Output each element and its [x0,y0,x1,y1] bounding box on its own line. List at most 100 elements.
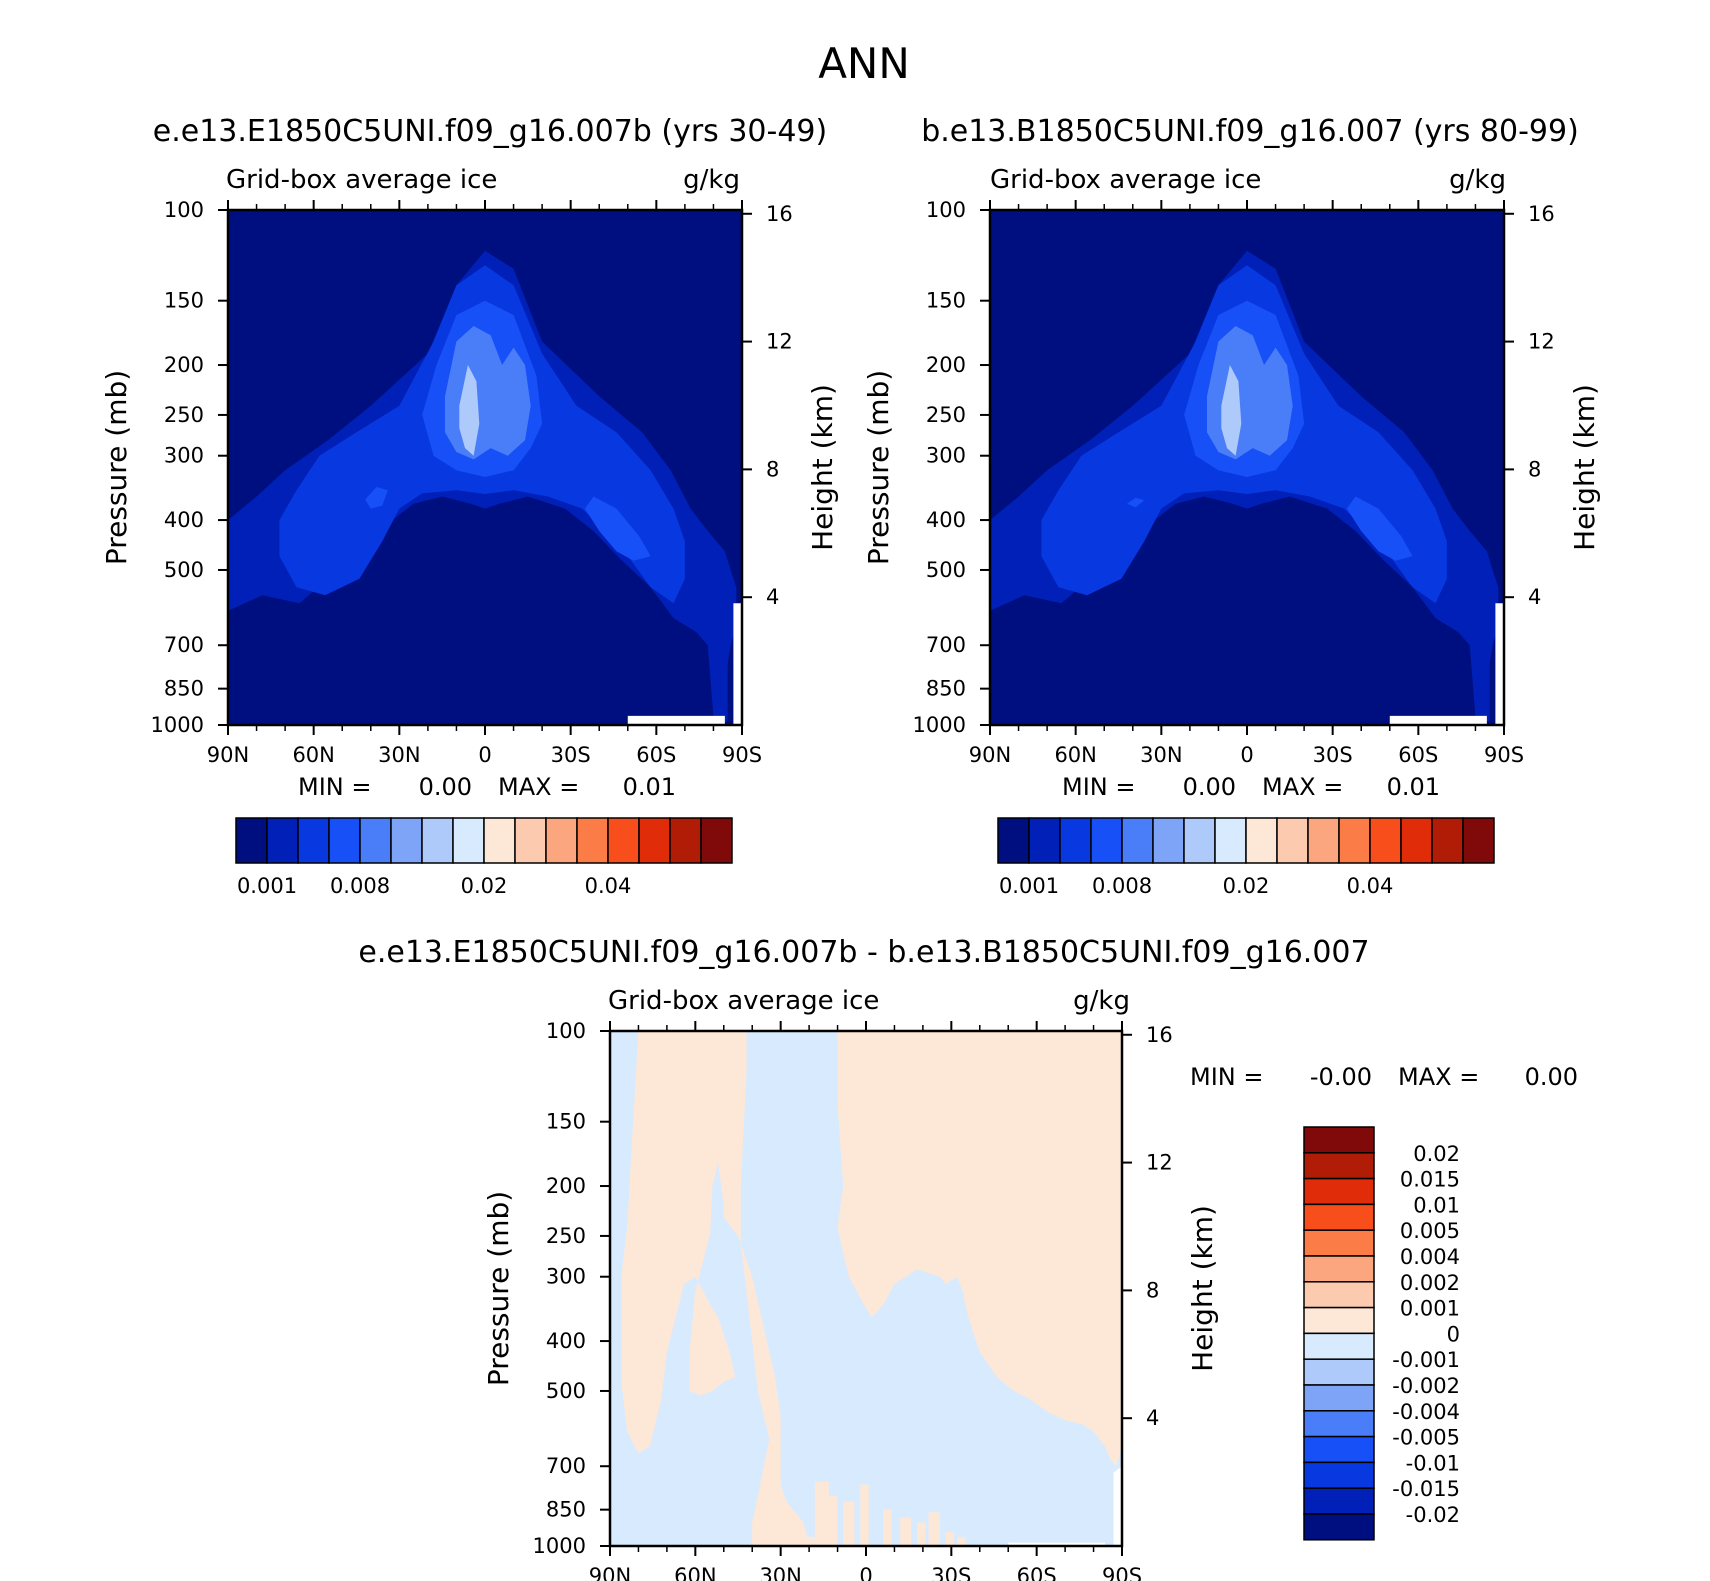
y2-axis-title: Height (km) [806,384,839,551]
colorbar-swatch [545,817,578,864]
colorbar-label: 0.005 [1400,1219,1460,1243]
missing-data-edge [733,603,742,725]
y-tick-label: 300 [546,1265,586,1289]
colorbar-label: 0.02 [1223,874,1270,898]
y2-tick-label: 16 [1528,202,1555,226]
right-max-value: 0.01 [1387,773,1440,801]
y-tick-label: 400 [164,508,204,532]
colorbar-label: 0.001 [1400,1297,1460,1321]
colorbar-swatch [576,817,609,864]
y-tick-label: 100 [926,198,966,222]
difference-contour-plot: 90N 60N 30N 0 30S 60S 90S 100 150 200 250 300 400 500… [482,1019,1219,1581]
diff-min-label: MIN = [1190,1063,1263,1091]
colorbar-swatch [1303,1513,1375,1541]
missing-data-mask [627,715,725,725]
x-tick-label: 0 [1240,743,1253,767]
x-tick-label: 60N [1054,743,1096,767]
y2-tick-label: 16 [1146,1023,1173,1047]
y-tick-label: 200 [164,353,204,377]
colorbar-label: -0.01 [1406,1451,1460,1475]
colorbar-label: 0.001 [237,874,297,898]
y2-tick-label: 8 [766,457,779,481]
colorbar-swatch [1303,1177,1375,1206]
colorbar-swatch [1303,1203,1375,1231]
y2-tick-label: 4 [766,585,779,609]
diff-units-label: g/kg [1073,986,1130,1016]
y-tick-label: 150 [926,289,966,313]
x-tick-label: 60N [292,743,334,767]
x-tick-label: 90N [207,743,249,767]
y2-tick-label: 12 [1528,330,1555,354]
y-tick-label: 400 [926,508,966,532]
colorbar-swatch [669,817,702,864]
x-tick-label: 90N [589,1564,631,1581]
contour-speck-11 [792,1522,801,1546]
right-contour-plot: 90N 60N 30N 0 30S 60S 90S 100 150 200 250 300 400 500… [862,198,1601,767]
contour-speck-1 [814,1481,829,1546]
missing-data-edge [1113,1466,1122,1546]
colorbar-swatch [1059,817,1092,864]
colorbar-label: 0 [1447,1322,1460,1346]
y-tick-label: 150 [546,1110,586,1134]
contour-speck-5 [883,1509,892,1546]
colorbar-swatch [1303,1332,1375,1360]
y-tick-label: 100 [546,1019,586,1043]
diff-max-label: MAX = [1398,1063,1479,1091]
colorbar-swatch [266,817,299,864]
left-variable-label: Grid-box average ice [226,165,497,195]
colorbar-swatch [1028,817,1061,864]
colorbar-swatch [1431,817,1464,864]
y2-tick-label: 8 [1528,457,1541,481]
colorbar-label: -0.005 [1392,1426,1460,1450]
y-axis-title: Pressure (mb) [100,370,133,565]
left-max-label: MAX = [498,773,579,801]
colorbar-swatch [235,817,268,864]
colorbar-swatch [390,817,423,864]
colorbar-swatch [1183,817,1216,864]
colorbar-swatch [1303,1255,1375,1283]
contour-fill-group [990,210,1504,725]
y-tick-label: 1000 [533,1534,586,1558]
colorbar-swatch [638,817,671,864]
x-tick-label: 30S [931,1564,971,1581]
colorbar-swatch [452,817,485,864]
colorbar-swatch [1245,817,1278,864]
right-variable-label: Grid-box average ice [990,165,1261,195]
y-tick-label: 850 [926,677,966,701]
contour-level-6 [459,365,480,456]
y-tick-label: 250 [164,403,204,427]
x-tick-label: 30S [1313,743,1353,767]
x-tick-label: 30N [378,743,420,767]
diff-variable-label: Grid-box average ice [608,986,879,1016]
missing-data-mask [1389,715,1487,725]
colorbar-label: 0.008 [330,874,390,898]
colorbar-label: 0.008 [1092,874,1152,898]
colorbar-swatch [483,817,516,864]
colorbar-swatch [1303,1384,1375,1412]
contour-speck-2 [826,1496,838,1546]
y-tick-label: 1000 [151,713,204,737]
colorbar-swatch [1152,817,1185,864]
contour-speck-4 [860,1484,869,1546]
y2-tick-label: 12 [1146,1151,1173,1175]
contour-level-neg-strip [709,1162,724,1292]
contour-speck-12 [803,1536,815,1546]
colorbar-label: -0.002 [1392,1374,1460,1398]
right-colorbar: 0.001 0.008 0.02 0.04 [997,817,1495,898]
y2-axis-title: Height (km) [1186,1205,1219,1372]
y-axis-title: Pressure (mb) [862,370,895,565]
y-tick-label: 200 [926,353,966,377]
colorbar-label: -0.004 [1392,1400,1460,1424]
x-tick-label: 60N [674,1564,716,1581]
contour-level-4-south [584,496,651,561]
left-max-value: 0.01 [623,773,676,801]
colorbar-label: 0.02 [461,874,508,898]
contour-level-4-north [1127,497,1145,508]
contour-level-4-south [1346,496,1413,561]
colorbar-swatch [1276,817,1309,864]
colorbar-swatch [421,817,454,864]
x-tick-label: 30N [759,1564,801,1581]
colorbar-swatch [1338,817,1371,864]
page-title: ANN [818,39,910,88]
